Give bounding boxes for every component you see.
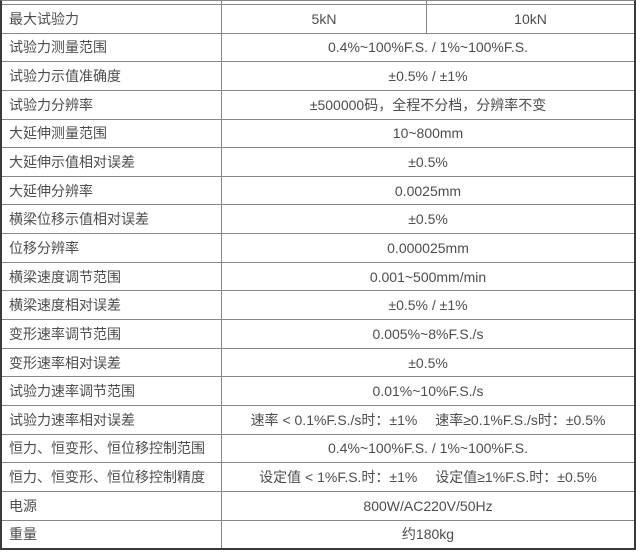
- row-label: 变形速率相对误差: [2, 348, 222, 377]
- table-row: 试验力示值准确度 ±0.5% / ±1%: [2, 61, 634, 90]
- table-row: 变形速率相对误差 ±0.5%: [2, 347, 634, 377]
- table-row: 重量 约180kg: [2, 519, 634, 549]
- row-value: 10~800mm: [392, 125, 464, 142]
- clipped-value-cell: [222, 1, 427, 4]
- row-value: 0.01%~10%F.S./s: [372, 383, 484, 400]
- row-label: 试验力示值准确度: [2, 62, 222, 90]
- table-row: 恒力、恒变形、恒位移控制范围 0.4%~100%F.S. / 1%~100%F.…: [2, 433, 634, 463]
- table-row: 位移分辨率 0.000025mm: [2, 233, 634, 262]
- row-label: 试验力分辨率: [2, 90, 222, 119]
- row-label: 恒力、恒变形、恒位移控制范围: [2, 434, 222, 463]
- row-value: ±0.5% / ±1%: [388, 68, 468, 85]
- row-value: ±0.5%: [408, 354, 448, 371]
- table-row: 大延伸分辨率 0.0025mm: [2, 175, 634, 205]
- row-label: 横梁位移示值相对误差: [2, 205, 222, 234]
- table-row: 恒力、恒变形、恒位移控制精度 设定值 < 1%F.S.时：±1% 设定值≥1%F…: [2, 462, 634, 491]
- row-value: 0.005%~8%F.S./s: [372, 325, 484, 342]
- row-value: 5kN: [222, 5, 427, 33]
- row-value: 0.001~500mm/min: [369, 268, 487, 285]
- table-row: 横梁速度相对误差 ±0.5% / ±1%: [2, 290, 634, 320]
- table-row: 变形速率调节范围 0.005%~8%F.S./s: [2, 319, 634, 348]
- row-label: 横梁速度调节范围: [2, 262, 222, 291]
- row-value: 0.0025mm: [394, 182, 462, 199]
- table-row: 大延伸测量范围 10~800mm: [2, 118, 634, 148]
- table-row: 大延伸示值相对误差 ±0.5%: [2, 147, 634, 176]
- row-value: 设定值 < 1%F.S.时：±1% 设定值≥1%F.S.时：±0.5%: [259, 469, 597, 486]
- row-label: 电源: [2, 491, 222, 520]
- row-label: 试验力速率调节范围: [2, 377, 222, 405]
- row-label: 试验力速率相对误差: [2, 405, 222, 434]
- row-value: 0.000025mm: [387, 239, 469, 256]
- table-row: 试验力测量范围 0.4%~100%F.S. / 1%~100%F.S.: [2, 32, 634, 62]
- row-value: ±500000码，全程不分档，分辨率不变: [309, 96, 547, 113]
- row-value: 0.4%~100%F.S. / 1%~100%F.S.: [327, 39, 528, 56]
- row-label: 大延伸示值相对误差: [2, 148, 222, 176]
- row-value: 速率 < 0.1%F.S./s时：±1% 速率≥0.1%F.S./s时：±0.5…: [250, 411, 606, 428]
- row-value: 约180kg: [401, 526, 455, 543]
- table-row: 横梁速度调节范围 0.001~500mm/min: [2, 261, 634, 291]
- clipped-value-cell: [427, 1, 634, 4]
- row-value: ±0.5%: [408, 154, 448, 171]
- spec-table-body: 最大试验力 5kN 10kN 试验力测量范围 0.4%~100%F.S. / 1%…: [2, 4, 634, 549]
- row-label: 横梁速度相对误差: [2, 291, 222, 320]
- row-label: 大延伸测量范围: [2, 119, 222, 148]
- table-row: 试验力速率调节范围 0.01%~10%F.S./s: [2, 376, 634, 405]
- row-value: 800W/AC220V/50Hz: [363, 497, 493, 514]
- row-label: 试验力测量范围: [2, 33, 222, 62]
- row-value: 10kN: [514, 10, 547, 27]
- row-label: 恒力、恒变形、恒位移控制精度: [2, 463, 222, 491]
- clipped-label-cell: [2, 1, 222, 4]
- table-row: 横梁位移示值相对误差 ±0.5%: [2, 204, 634, 234]
- row-label: 变形速率调节范围: [2, 320, 222, 348]
- table-row: 试验力分辨率 ±500000码，全程不分档，分辨率不变: [2, 89, 634, 119]
- clipped-top-row: [2, 1, 634, 4]
- table-row: 电源 800W/AC220V/50Hz: [2, 490, 634, 520]
- table-row: 试验力速率相对误差 速率 < 0.1%F.S./s时：±1% 速率≥0.1%F.…: [2, 404, 634, 434]
- row-value: 0.4%~100%F.S. / 1%~100%F.S.: [327, 440, 528, 457]
- row-label: 位移分辨率: [2, 234, 222, 262]
- row-label: 重量: [2, 520, 222, 549]
- row-value: ±0.5% / ±1%: [388, 297, 468, 314]
- table-row: 最大试验力 5kN 10kN: [2, 4, 634, 33]
- row-label: 大延伸分辨率: [2, 176, 222, 205]
- row-value: ±0.5%: [408, 211, 448, 228]
- row-label: 最大试验力: [2, 5, 222, 33]
